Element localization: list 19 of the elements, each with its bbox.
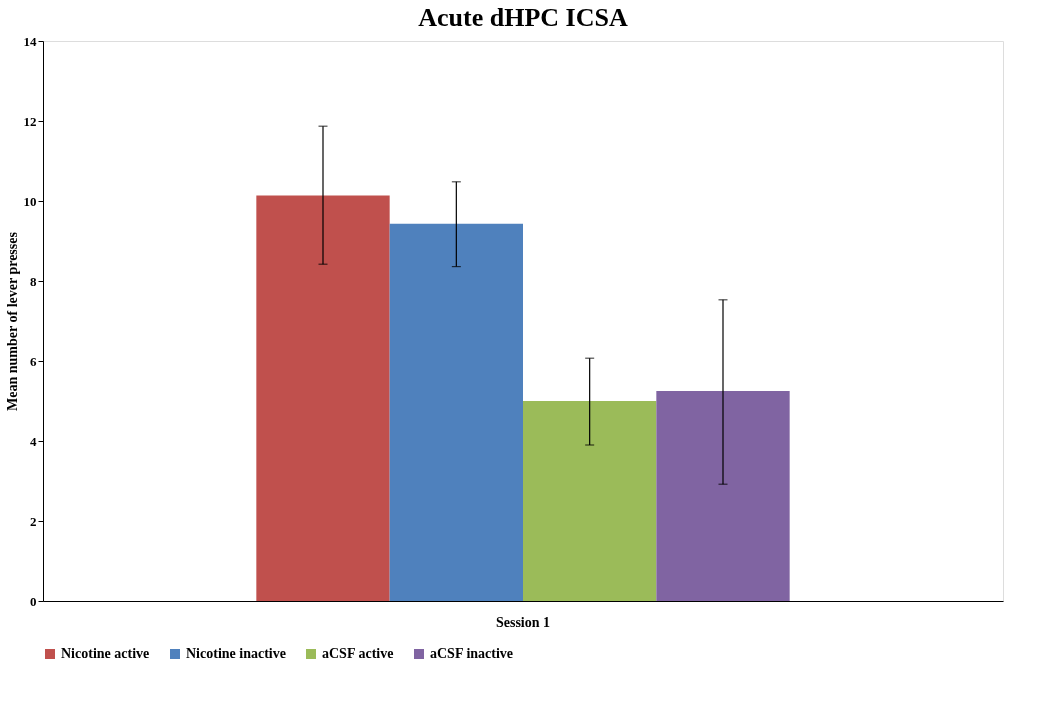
bar [389, 223, 523, 601]
x-tick-label: Session 1 [495, 614, 551, 630]
y-tick-label: 10 [23, 193, 37, 209]
y-tick-label: 14 [23, 33, 37, 49]
y-tick-label: 2 [30, 513, 37, 529]
chart-title: Acute dHPC ICSA [418, 3, 628, 32]
legend-label: aCSF inactive [430, 646, 514, 661]
y-tick-label: 0 [30, 593, 37, 609]
bar [256, 195, 390, 601]
y-tick-label: 8 [30, 273, 37, 289]
legend-label: aCSF active [322, 646, 394, 661]
y-tick-label: 12 [23, 113, 37, 129]
y-tick-label: 4 [30, 433, 37, 449]
bar [656, 391, 790, 601]
legend-label: Nicotine active [61, 646, 150, 661]
y-axis-title: Mean number of lever presses [4, 231, 20, 411]
bar [523, 401, 657, 601]
legend-label: Nicotine inactive [186, 646, 286, 661]
y-tick-label: 6 [30, 353, 37, 369]
